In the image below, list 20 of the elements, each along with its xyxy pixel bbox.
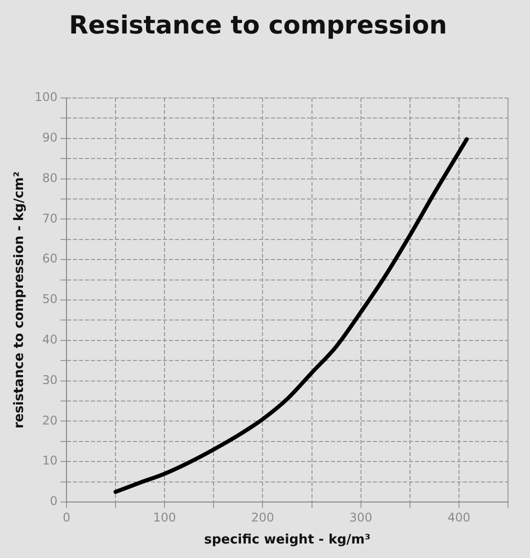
y-tick-label: 30 xyxy=(42,372,58,387)
y-tick-label: 40 xyxy=(42,332,58,347)
x-tick-label: 100 xyxy=(153,510,176,524)
y-tick-label: 10 xyxy=(42,454,58,468)
line-series xyxy=(114,137,469,494)
x-tick-label: 200 xyxy=(251,510,274,524)
x-axis-title: specific weight - kg/m³ xyxy=(204,532,370,548)
y-tick-label: 0 xyxy=(50,494,58,508)
y-axis-title: resistance to compression - kg/cm² xyxy=(12,171,28,429)
y-tick-label: 60 xyxy=(42,252,58,266)
y-tick-label: 100 xyxy=(34,90,58,104)
chart-title: Resistance to compression xyxy=(69,10,447,40)
y-tick-label: 20 xyxy=(42,413,58,428)
y-tick-label: 70 xyxy=(42,211,58,226)
x-tick-label: 0 xyxy=(62,510,70,524)
x-tick-label: 300 xyxy=(349,510,372,524)
y-tick-label: 50 xyxy=(42,292,58,306)
x-tick-label: 400 xyxy=(447,510,470,524)
y-tick-label: 80 xyxy=(42,170,58,185)
y-tick-label: 90 xyxy=(42,130,58,145)
